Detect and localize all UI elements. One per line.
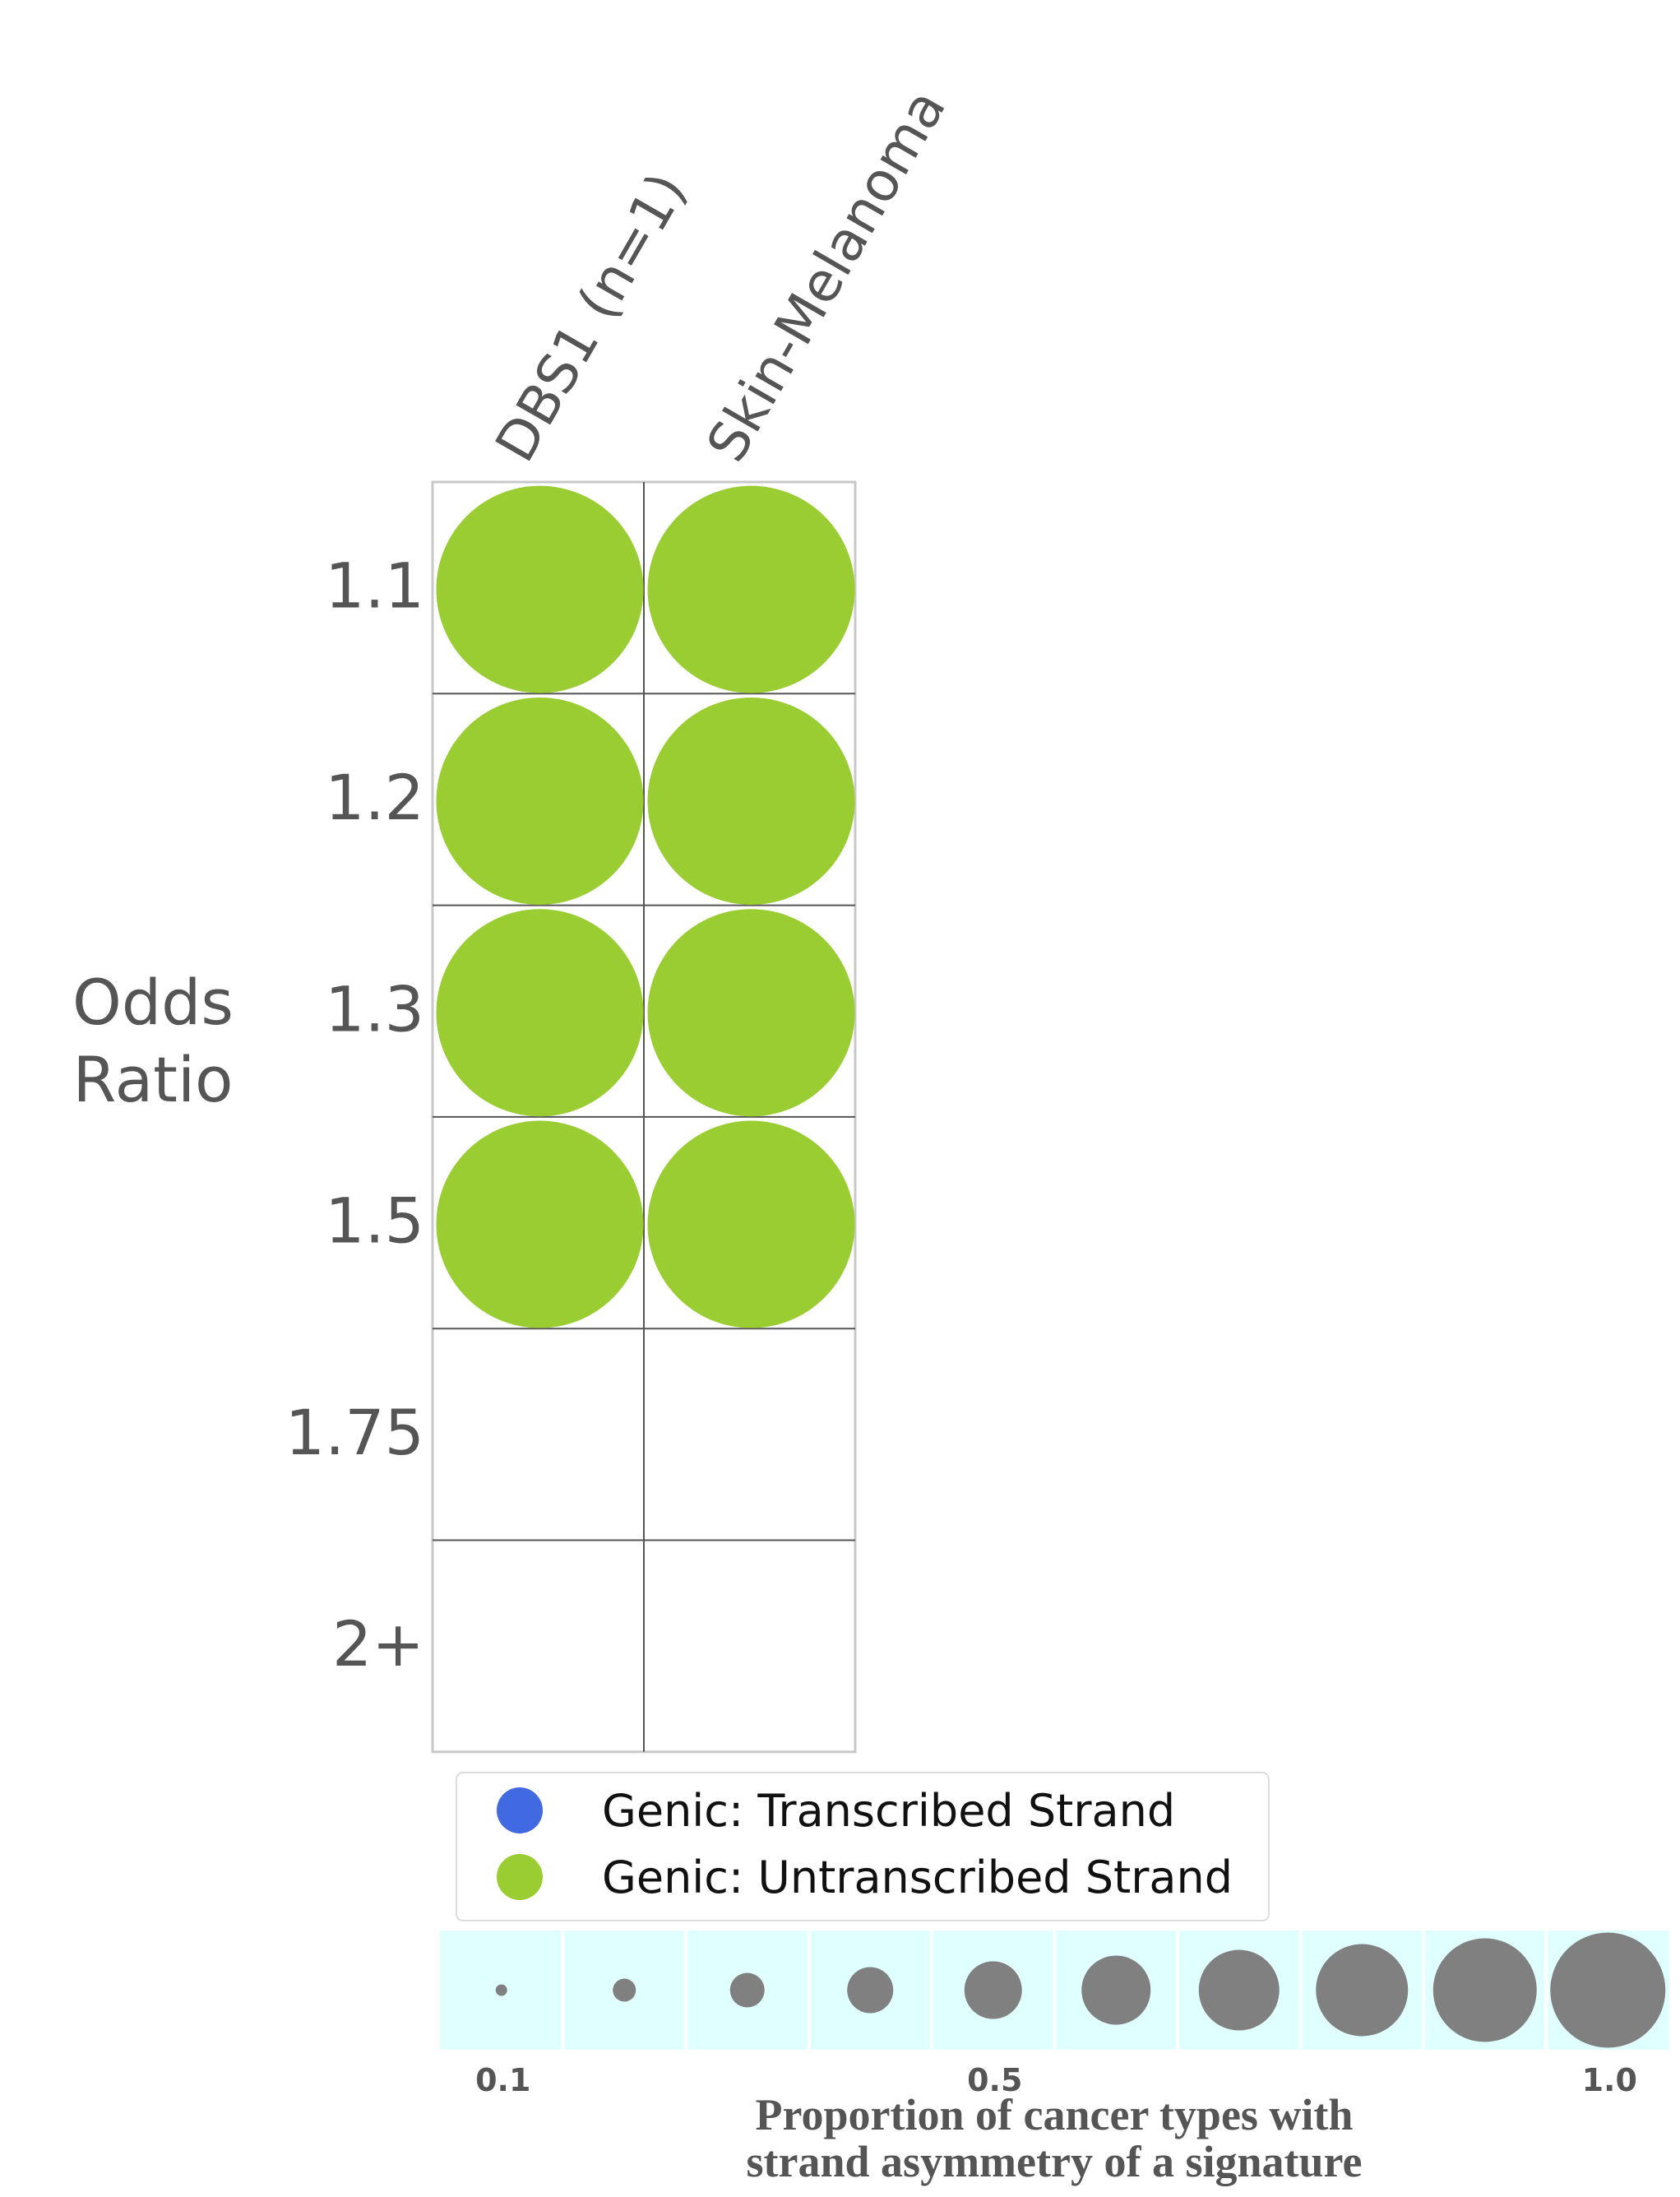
scale-marker xyxy=(495,1984,507,1996)
scale-tick-label: 0.1 xyxy=(475,2062,530,2098)
legend-marker xyxy=(497,1854,543,1900)
size-scale: 0.1 0.5 1.0 Proportion of cancer types with… xyxy=(440,1930,1669,2186)
scale-marker xyxy=(613,1978,636,2002)
bubble-marker xyxy=(647,909,855,1117)
bubble-marker xyxy=(436,697,644,905)
y-axis-label: Odds xyxy=(72,966,234,1039)
row-label: 1.1 xyxy=(325,549,424,623)
legend: Genic: Transcribed Strand Genic: Untransc… xyxy=(456,1772,1270,1921)
scale-marker xyxy=(964,1961,1022,2019)
scale-marker xyxy=(1198,1949,1280,2031)
grid xyxy=(431,480,857,1754)
y-axis-label: Ratio xyxy=(72,1043,233,1116)
bubble-marker xyxy=(436,485,644,693)
bubble-marker xyxy=(647,485,855,693)
scale-tick-label: 0.5 xyxy=(967,2062,1022,2098)
scale-marker xyxy=(729,1972,765,2008)
row-label: 1.5 xyxy=(325,1184,424,1258)
scale-title: strand asymmetry of a signature xyxy=(747,2137,1363,2186)
scale-marker xyxy=(1432,1938,1537,2042)
row-label: 2+ xyxy=(332,1607,424,1680)
bubbles xyxy=(436,485,855,1328)
bubble-marker xyxy=(436,1120,644,1328)
scale-marker xyxy=(847,1967,894,2014)
column-label: DBS1 (n=1) xyxy=(484,162,699,472)
legend-label: Genic: Transcribed Strand xyxy=(602,1785,1175,1837)
bubble-marker xyxy=(436,909,644,1117)
scale-marker xyxy=(1550,1932,1666,2048)
bubble-marker xyxy=(647,697,855,905)
scale-tick-label: 1.0 xyxy=(1582,2062,1637,2098)
row-label: 1.75 xyxy=(285,1396,424,1469)
legend-label: Genic: Untranscribed Strand xyxy=(602,1852,1233,1903)
row-label: 1.3 xyxy=(325,972,424,1045)
row-label: 1.2 xyxy=(325,761,424,834)
legend-marker xyxy=(497,1787,543,1833)
scale-marker xyxy=(1081,1955,1151,2025)
legend-box xyxy=(456,1772,1270,1921)
bubble-marker xyxy=(647,1120,855,1328)
scale-marker xyxy=(1316,1944,1409,2037)
scale-title: Proportion of cancer types with xyxy=(756,2090,1354,2139)
column-label: Skin-Melanoma xyxy=(695,79,958,472)
